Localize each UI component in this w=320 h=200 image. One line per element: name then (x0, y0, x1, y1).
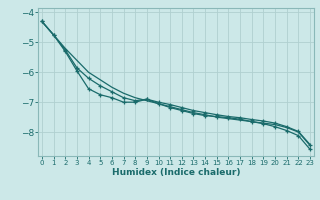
X-axis label: Humidex (Indice chaleur): Humidex (Indice chaleur) (112, 168, 240, 177)
